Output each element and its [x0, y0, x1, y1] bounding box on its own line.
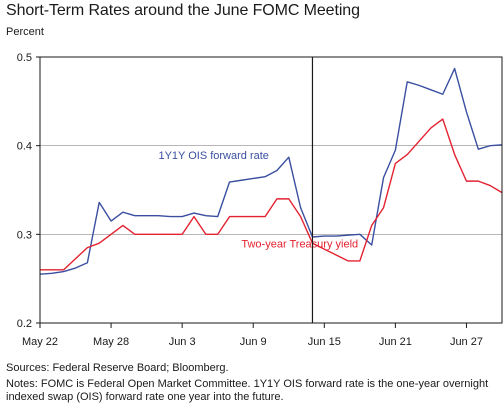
- x-tick-label: Jun 27: [450, 336, 483, 348]
- y-tick-label: 0.4: [17, 141, 32, 153]
- ois-forward-rate-line: [39, 67, 503, 275]
- x-tick-label: Jun 3: [169, 336, 196, 348]
- sources-note: Sources: Federal Reserve Board; Bloomber…: [6, 362, 229, 374]
- x-tick-label: May 28: [93, 336, 129, 348]
- y-axis-label: Percent: [6, 26, 44, 38]
- treasury-series-label: Two-year Treasury yield: [241, 239, 358, 251]
- x-tick-label: Jun 15: [308, 336, 341, 348]
- grid-lines: [40, 145, 502, 235]
- chart-title: Short-Term Rates around the June FOMC Me…: [6, 2, 360, 19]
- notes-text: Notes: FOMC is Federal Open Market Commi…: [6, 378, 489, 403]
- x-tick-label: Jun 9: [240, 336, 267, 348]
- ois-series-label: 1Y1Y OIS forward rate: [158, 150, 268, 162]
- y-tick-label: 0.2: [17, 318, 32, 330]
- x-tick-label: Jun 21: [379, 336, 412, 348]
- plot-frame: [39, 56, 503, 324]
- x-tick-label: May 22: [22, 336, 58, 348]
- y-tick-label: 0.3: [17, 229, 32, 241]
- data-series: [39, 67, 503, 275]
- x-axis-ticks: May 22 May 28 Jun 3 Jun 9 Jun 15 Jun 21 Jun 27: [22, 323, 483, 348]
- annotations: 1Y1Y OIS forward rate Two-year Treasury y…: [158, 150, 358, 251]
- y-axis-ticks: 0.2 0.3 0.4 0.5: [17, 52, 40, 330]
- y-tick-label: 0.5: [17, 52, 32, 64]
- treasury-yield-line: [40, 118, 503, 271]
